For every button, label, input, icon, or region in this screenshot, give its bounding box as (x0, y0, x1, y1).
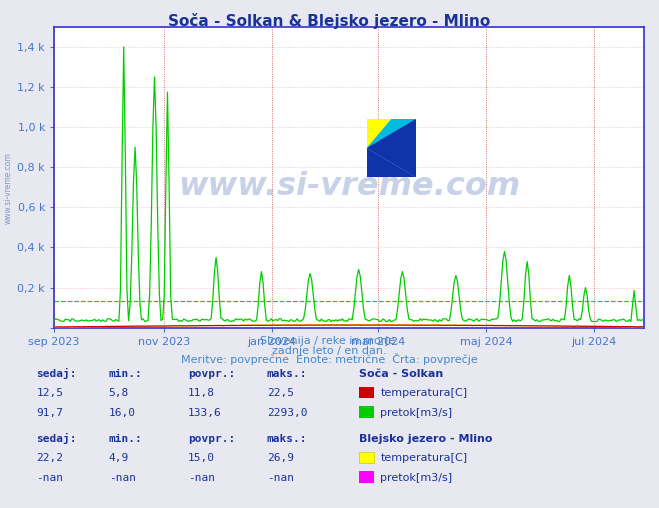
Text: 4,9: 4,9 (109, 453, 129, 463)
Polygon shape (366, 148, 416, 177)
Text: -nan: -nan (36, 472, 63, 483)
Text: Meritve: povprečne  Enote: metrične  Črta: povprečje: Meritve: povprečne Enote: metrične Črta:… (181, 353, 478, 365)
Text: www.si-vreme.com: www.si-vreme.com (3, 152, 13, 224)
Text: 22,5: 22,5 (267, 388, 294, 398)
Polygon shape (366, 119, 416, 177)
Text: min.:: min.: (109, 369, 142, 379)
Text: -nan: -nan (267, 472, 294, 483)
Text: maks.:: maks.: (267, 434, 307, 444)
Text: sedaj:: sedaj: (36, 433, 76, 444)
Text: temperatura[C]: temperatura[C] (380, 388, 467, 398)
Text: min.:: min.: (109, 434, 142, 444)
Text: 16,0: 16,0 (109, 407, 136, 418)
Text: Soča - Solkan & Blejsko jezero - Mlino: Soča - Solkan & Blejsko jezero - Mlino (169, 13, 490, 28)
Text: 11,8: 11,8 (188, 388, 215, 398)
Text: Slovenija / reke in morje.: Slovenija / reke in morje. (260, 336, 399, 346)
Text: povpr.:: povpr.: (188, 434, 235, 444)
Text: www.si-vreme.com: www.si-vreme.com (178, 171, 520, 202)
Text: 26,9: 26,9 (267, 453, 294, 463)
Text: pretok[m3/s]: pretok[m3/s] (380, 472, 452, 483)
Text: 5,8: 5,8 (109, 388, 129, 398)
Text: 22,2: 22,2 (36, 453, 63, 463)
Text: 91,7: 91,7 (36, 407, 63, 418)
Text: temperatura[C]: temperatura[C] (380, 453, 467, 463)
Text: 2293,0: 2293,0 (267, 407, 307, 418)
Text: Soča - Solkan: Soča - Solkan (359, 369, 444, 379)
Text: 15,0: 15,0 (188, 453, 215, 463)
Text: zadnje leto / en dan.: zadnje leto / en dan. (272, 345, 387, 356)
Text: pretok[m3/s]: pretok[m3/s] (380, 407, 452, 418)
Text: -nan: -nan (109, 472, 136, 483)
Text: maks.:: maks.: (267, 369, 307, 379)
Polygon shape (366, 119, 416, 177)
Polygon shape (366, 119, 391, 148)
Text: Blejsko jezero - Mlino: Blejsko jezero - Mlino (359, 434, 493, 444)
Text: 133,6: 133,6 (188, 407, 221, 418)
Text: 12,5: 12,5 (36, 388, 63, 398)
Text: povpr.:: povpr.: (188, 369, 235, 379)
Text: -nan: -nan (188, 472, 215, 483)
Text: sedaj:: sedaj: (36, 368, 76, 379)
